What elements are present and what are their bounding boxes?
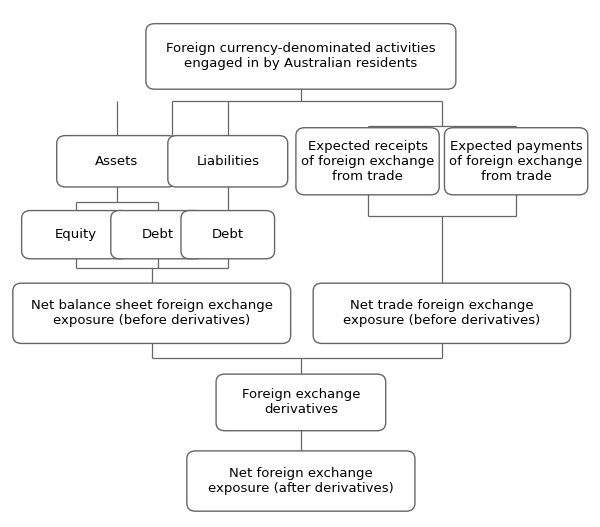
FancyBboxPatch shape [296,128,439,195]
FancyBboxPatch shape [111,211,205,259]
FancyBboxPatch shape [57,135,176,187]
Text: Expected receipts
of foreign exchange
from trade: Expected receipts of foreign exchange fr… [301,140,434,183]
FancyBboxPatch shape [13,283,290,344]
FancyBboxPatch shape [22,211,130,259]
FancyBboxPatch shape [146,24,456,89]
FancyBboxPatch shape [168,135,288,187]
Text: Liabilities: Liabilities [196,155,259,168]
Text: Foreign currency-denominated activities
engaged in by Australian residents: Foreign currency-denominated activities … [166,43,436,71]
Text: Net trade foreign exchange
exposure (before derivatives): Net trade foreign exchange exposure (bef… [343,299,541,327]
FancyBboxPatch shape [445,128,588,195]
FancyBboxPatch shape [187,451,415,511]
Text: Expected payments
of foreign exchange
from trade: Expected payments of foreign exchange fr… [449,140,583,183]
Text: Net foreign exchange
exposure (after derivatives): Net foreign exchange exposure (after der… [208,467,394,495]
Text: Assets: Assets [95,155,138,168]
Text: Debt: Debt [212,228,244,241]
Text: Debt: Debt [142,228,173,241]
FancyBboxPatch shape [181,211,275,259]
Text: Equity: Equity [55,228,97,241]
FancyBboxPatch shape [313,283,571,344]
FancyBboxPatch shape [216,374,386,431]
Text: Foreign exchange
derivatives: Foreign exchange derivatives [242,388,360,416]
Text: Net balance sheet foreign exchange
exposure (before derivatives): Net balance sheet foreign exchange expos… [31,299,273,327]
